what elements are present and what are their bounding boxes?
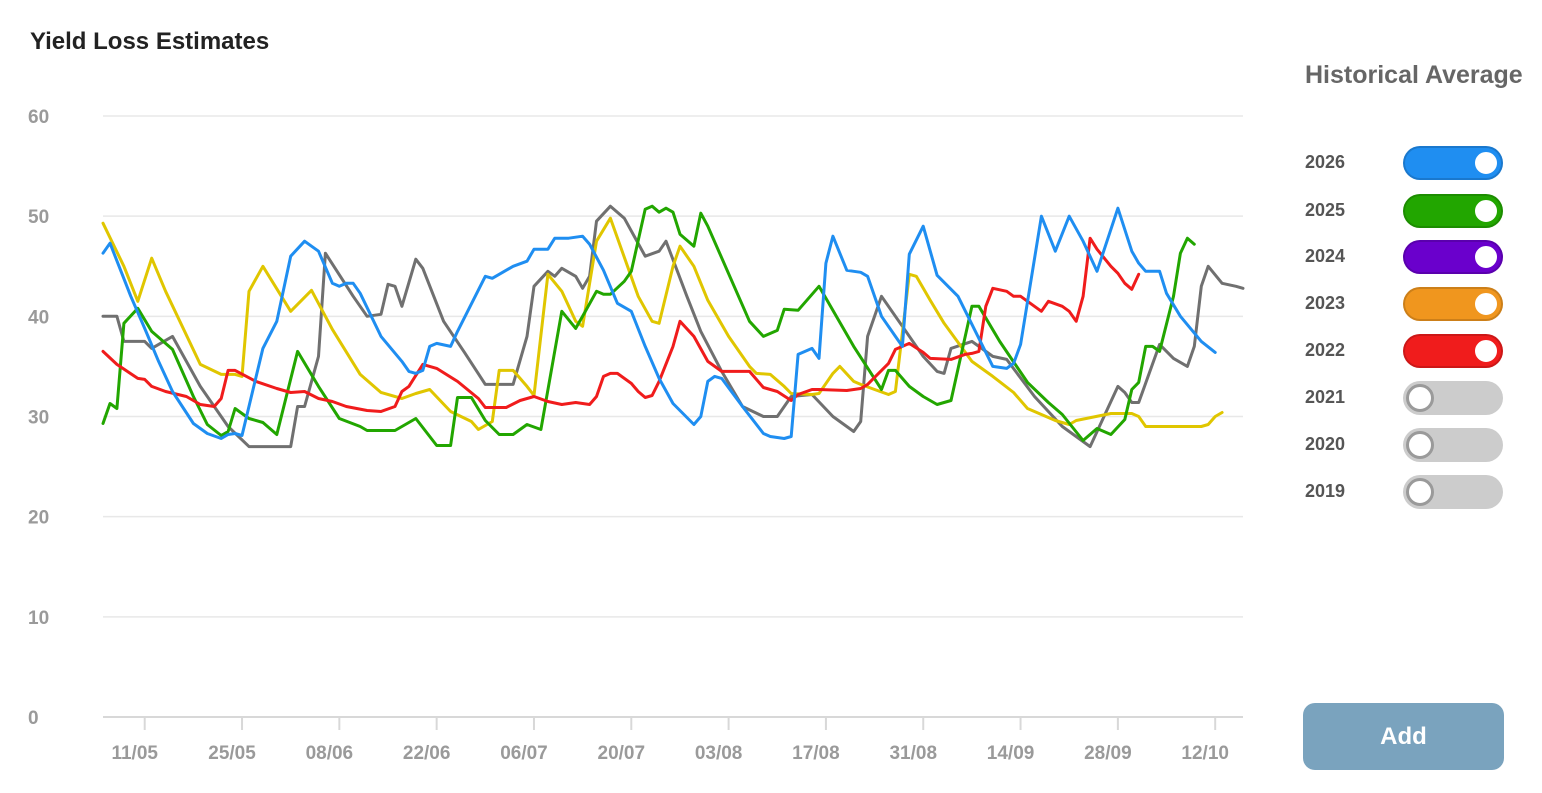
year-toggle-switch[interactable] (1403, 381, 1503, 415)
year-toggle-switch[interactable] (1403, 146, 1503, 180)
toggle-row-2021: 2021 (1305, 381, 1505, 415)
x-tick-label: 11/05 (111, 743, 158, 764)
y-tick-label: 40 (28, 307, 49, 328)
x-tick-label: 14/09 (987, 743, 1035, 764)
y-tick-label: 20 (28, 508, 49, 529)
y-tick-label: 10 (28, 608, 49, 629)
toggle-knob (1406, 384, 1434, 412)
x-tick-label: 17/08 (792, 743, 840, 764)
year-toggle-switch[interactable] (1403, 428, 1503, 462)
toggle-label: 2023 (1305, 293, 1346, 313)
year-toggle-switch[interactable] (1403, 475, 1503, 509)
toggle-row-2023: 2023 (1305, 287, 1505, 321)
x-tick-label: 25/05 (208, 743, 256, 764)
year-toggle-switch[interactable] (1403, 240, 1503, 274)
toggle-row-2026: 2026 (1305, 146, 1505, 180)
historical-average-title: Historical Average (1305, 61, 1523, 89)
y-tick-label: 30 (28, 408, 49, 429)
year-toggle-switch[interactable] (1403, 334, 1503, 368)
y-tick-label: 50 (28, 207, 49, 228)
series-line (101, 236, 1141, 413)
toggle-label: 2025 (1305, 200, 1346, 220)
x-tick-label: 12/10 (1181, 743, 1229, 764)
series-line (101, 206, 1217, 440)
toggle-knob (1406, 431, 1434, 459)
x-tick-label: 03/08 (695, 743, 743, 764)
toggle-label: 2021 (1305, 387, 1346, 407)
x-tick-label: 31/08 (889, 743, 937, 764)
x-tick-label: 28/09 (1084, 743, 1132, 764)
y-tick-label: 60 (28, 107, 49, 128)
x-tick-label: 20/07 (598, 743, 646, 764)
series-line (101, 216, 1224, 431)
toggle-knob (1472, 197, 1500, 225)
year-toggle-switch[interactable] (1403, 287, 1503, 321)
line-chart: 0 10 20 30 40 50 60 11/05 25/05 08/06 22/06 06/07 20… (28, 107, 1245, 764)
x-tick-label: 22/06 (403, 743, 451, 764)
toggle-label: 2026 (1305, 152, 1346, 172)
x-tick-label: 08/06 (306, 743, 354, 764)
y-tick-label: 0 (28, 708, 39, 729)
chart-title: Yield Loss Estimates (30, 28, 270, 55)
year-toggle-switch[interactable] (1403, 194, 1503, 228)
series-line (101, 204, 1196, 447)
toggle-label: 2019 (1305, 481, 1346, 501)
toggle-knob (1406, 478, 1434, 506)
toggle-row-2024: 2024 (1305, 240, 1505, 274)
add-button[interactable]: Add (1303, 703, 1504, 770)
series-line (101, 204, 1245, 449)
toggle-label: 2022 (1305, 340, 1346, 360)
toggle-row-2019: 2019 (1305, 475, 1505, 509)
toggle-row-2022: 2022 (1305, 334, 1505, 368)
toggle-label: 2020 (1305, 434, 1346, 454)
toggle-knob (1472, 290, 1500, 318)
toggle-row-2020: 2020 (1305, 428, 1505, 462)
toggle-knob (1472, 243, 1500, 271)
x-tick-label: 06/07 (500, 743, 548, 764)
toggle-label: 2024 (1305, 246, 1346, 266)
toggle-row-2025: 2025 (1305, 194, 1505, 228)
toggle-knob (1472, 337, 1500, 365)
toggle-knob (1472, 149, 1500, 177)
